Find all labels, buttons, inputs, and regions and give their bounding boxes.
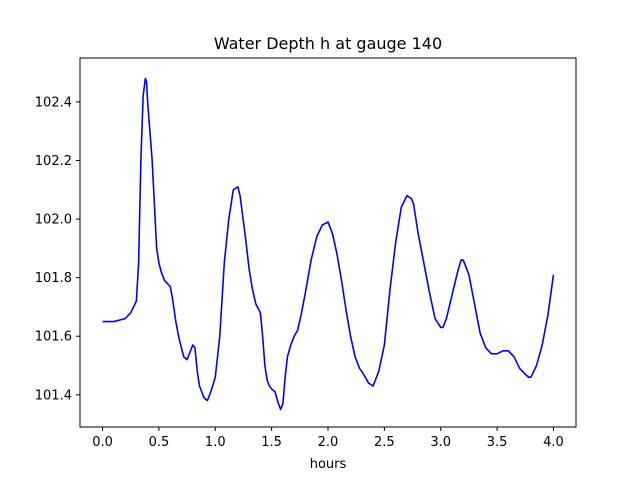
y-tick-label: 101.8 xyxy=(35,271,72,286)
y-tick-label: 102.2 xyxy=(35,154,72,169)
x-tick-label: 3.5 xyxy=(487,435,508,450)
series-line-0 xyxy=(102,77,555,411)
y-tick-label: 102.4 xyxy=(35,95,72,110)
y-tick-label: 101.4 xyxy=(35,388,72,403)
series-layer xyxy=(102,77,555,411)
y-axis: 101.4 101.6 101.8 102.0 102.2 102.4 xyxy=(35,95,80,403)
x-tick-label: 0.5 xyxy=(149,435,170,450)
x-axis-label: hours xyxy=(310,457,347,472)
chart-title: Water Depth h at gauge 140 xyxy=(214,34,442,53)
plot-frame xyxy=(79,57,577,428)
x-tick-label: 0.0 xyxy=(92,435,113,450)
x-tick-label: 2.5 xyxy=(374,435,395,450)
x-tick-label: 1.0 xyxy=(205,435,226,450)
y-tick-label: 101.6 xyxy=(35,330,72,345)
x-tick-label: 2.0 xyxy=(318,435,339,450)
x-tick-label: 3.0 xyxy=(430,435,451,450)
x-tick-label: 4.0 xyxy=(543,435,564,450)
x-axis: 0.0 0.5 1.0 1.5 2.0 2.5 3.0 3.5 4.0 xyxy=(92,427,564,450)
y-tick-label: 102.0 xyxy=(35,213,72,228)
x-tick-label: 1.5 xyxy=(261,435,282,450)
